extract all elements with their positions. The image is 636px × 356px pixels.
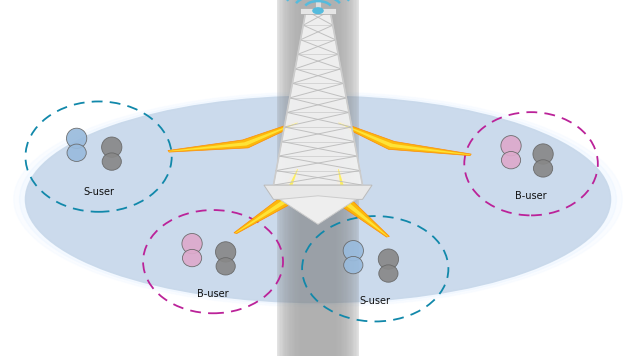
Ellipse shape [501, 136, 521, 156]
Bar [295, 0, 341, 356]
Ellipse shape [343, 256, 363, 274]
Bar [287, 0, 349, 356]
Ellipse shape [102, 153, 121, 170]
Polygon shape [280, 196, 356, 224]
Ellipse shape [216, 242, 236, 262]
Polygon shape [169, 122, 298, 152]
Ellipse shape [14, 92, 622, 307]
Bar [315, 0, 321, 11]
Bar [289, 0, 347, 356]
Bar [296, 0, 340, 356]
Ellipse shape [379, 265, 398, 282]
Bar [283, 0, 353, 356]
Bar [282, 0, 354, 356]
Ellipse shape [183, 250, 202, 267]
Polygon shape [234, 168, 300, 234]
Polygon shape [264, 185, 372, 199]
Bar [277, 0, 359, 356]
Bar [294, 0, 342, 356]
Polygon shape [338, 122, 471, 155]
Polygon shape [168, 122, 298, 152]
Polygon shape [338, 122, 471, 156]
Ellipse shape [378, 249, 399, 269]
Ellipse shape [533, 144, 553, 164]
Bar [280, 0, 356, 356]
Ellipse shape [501, 152, 521, 169]
Bar [300, 0, 336, 356]
Bar [291, 0, 345, 356]
Bar [298, 0, 338, 356]
Polygon shape [336, 169, 389, 237]
Ellipse shape [102, 137, 122, 157]
Ellipse shape [25, 96, 611, 303]
Bar [288, 0, 348, 356]
Circle shape [313, 8, 323, 14]
Polygon shape [338, 169, 389, 237]
Ellipse shape [67, 128, 86, 148]
Bar [286, 0, 350, 356]
Ellipse shape [67, 144, 86, 161]
Text: B-user: B-user [197, 289, 229, 299]
Text: S-user: S-user [360, 296, 391, 306]
Bar [278, 0, 358, 356]
Bar [293, 0, 343, 356]
Text: B-user: B-user [515, 191, 547, 201]
Polygon shape [235, 169, 298, 233]
Ellipse shape [216, 258, 235, 275]
Bar [299, 0, 337, 356]
Ellipse shape [534, 160, 553, 177]
Polygon shape [273, 11, 363, 185]
Ellipse shape [343, 241, 363, 261]
Bar [284, 0, 352, 356]
Ellipse shape [25, 96, 611, 303]
Ellipse shape [182, 234, 202, 254]
Bar [277, 0, 359, 356]
Text: S-user: S-user [83, 187, 114, 197]
Bar [279, 0, 357, 356]
Bar [290, 0, 346, 356]
Ellipse shape [20, 94, 616, 305]
Bar [300, 8, 336, 14]
